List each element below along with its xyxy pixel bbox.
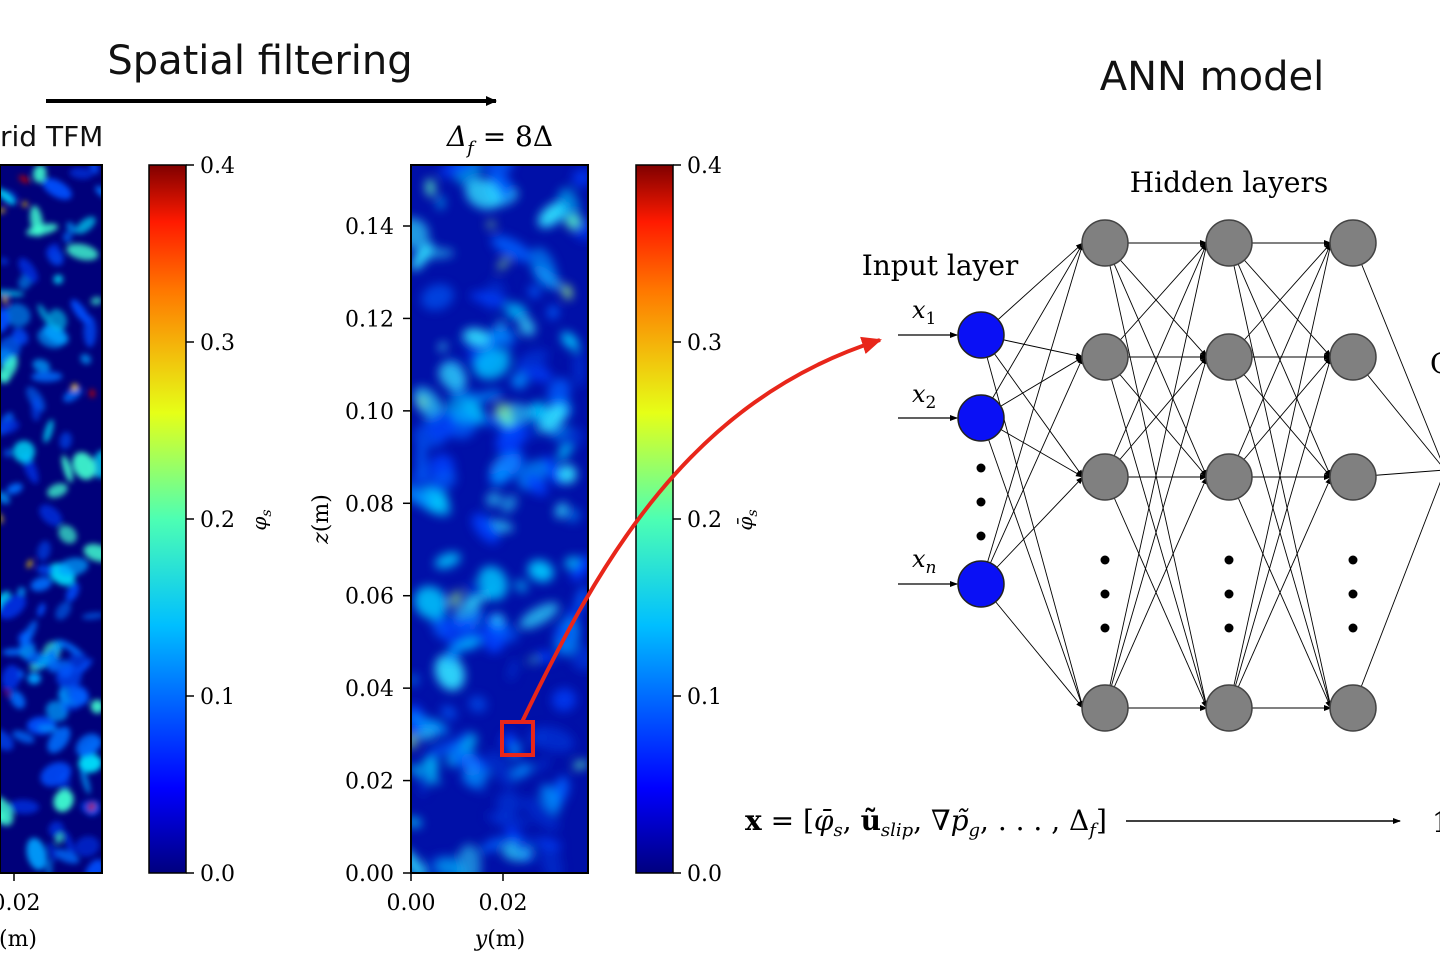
right-x-label: y(m) — [474, 927, 525, 952]
right-field-map — [411, 165, 588, 873]
ann-model-title: ANN model — [1100, 54, 1324, 100]
hidden-layers-label: Hidden layers — [1130, 166, 1329, 199]
hidden-node — [1329, 684, 1377, 732]
right-y-tick-label: 0.08 — [345, 492, 394, 517]
right-y-ticks: 0.14 0.12 0.10 0.08 0.06 0.04 0.02 0.00 — [345, 215, 411, 887]
left-x-label: (m) — [0, 927, 37, 952]
left-colorbar-label: φs — [247, 509, 275, 530]
left-panel-title: rid TFM — [0, 120, 103, 153]
input-layer-label: Input layer — [862, 249, 1019, 282]
ellipsis-dots — [976, 463, 1358, 633]
left-colorbar-tick-label: 0.0 — [200, 862, 235, 887]
hidden-node — [1081, 453, 1129, 501]
right-x-tick-label: 0.02 — [479, 891, 528, 916]
input-node — [957, 560, 1005, 608]
right-y-tick-label: 0.12 — [345, 307, 394, 332]
right-x-ticks: 0.00 0.02 — [387, 873, 528, 916]
right-colorbar-tick-label: 0.1 — [687, 685, 722, 710]
spatial-filtering-title: Spatial filtering — [107, 38, 412, 84]
formula-output-cut: 1 — [1432, 806, 1440, 839]
right-y-label: z(m) — [309, 494, 334, 545]
right-colorbar — [635, 164, 674, 874]
hidden-node — [1205, 333, 1253, 381]
right-colorbar-ticks: 0.4 0.3 0.2 0.1 0.0 — [673, 154, 722, 887]
input-arrows — [898, 332, 958, 587]
filter-cell-highlight — [500, 720, 535, 757]
left-colorbar-tick-label: 0.1 — [200, 685, 235, 710]
right-y-tick-label: 0.02 — [345, 770, 394, 795]
right-y-tick-label: 0.04 — [345, 677, 394, 702]
hidden-node — [1329, 453, 1377, 501]
left-colorbar — [148, 164, 187, 874]
right-panel-title: Δf = 8Δ — [446, 120, 553, 159]
hidden-node — [1329, 219, 1377, 267]
right-colorbar-tick-label: 0.4 — [687, 154, 722, 179]
left-colorbar-tick-label: 0.4 — [200, 154, 235, 179]
input-x2: x2 — [912, 380, 936, 413]
right-x-tick-label: 0.00 — [387, 891, 436, 916]
input-x1: x1 — [912, 296, 936, 329]
input-vector-formula: x = [φ̄s, ũslip, ∇p̃g, . . . , Δf] — [745, 804, 1107, 841]
right-y-tick-label: 0.00 — [345, 862, 394, 887]
left-field-map — [0, 165, 102, 873]
left-colorbar-ticks: 0.4 0.3 0.2 0.1 0.0 — [186, 154, 235, 887]
hidden-node — [1081, 219, 1129, 267]
right-y-tick-label: 0.14 — [345, 215, 394, 240]
network-nodes — [957, 219, 1377, 732]
right-colorbar-tick-label: 0.2 — [687, 508, 722, 533]
hidden-node — [1205, 453, 1253, 501]
right-colorbar-tick-label: 0.0 — [687, 862, 722, 887]
hidden-node — [1329, 333, 1377, 381]
input-xn: xn — [912, 545, 937, 578]
right-y-tick-label: 0.06 — [345, 585, 394, 610]
mapping-arrow — [520, 336, 882, 723]
right-y-tick-label: 0.10 — [345, 400, 394, 425]
hidden-node — [1205, 684, 1253, 732]
right-colorbar-tick-label: 0.3 — [687, 331, 722, 356]
input-node — [957, 394, 1005, 442]
input-node — [957, 311, 1005, 359]
network-connections — [980, 240, 1440, 711]
left-colorbar-tick-label: 0.2 — [200, 508, 235, 533]
hidden-node — [1081, 684, 1129, 732]
left-colorbar-tick-label: 0.3 — [200, 331, 235, 356]
output-label-cut: C — [1430, 347, 1440, 380]
hidden-node — [1205, 219, 1253, 267]
left-x-tick: 0.02 — [0, 891, 40, 916]
right-colorbar-label: φ̄s — [733, 509, 761, 530]
hidden-node — [1081, 333, 1129, 381]
